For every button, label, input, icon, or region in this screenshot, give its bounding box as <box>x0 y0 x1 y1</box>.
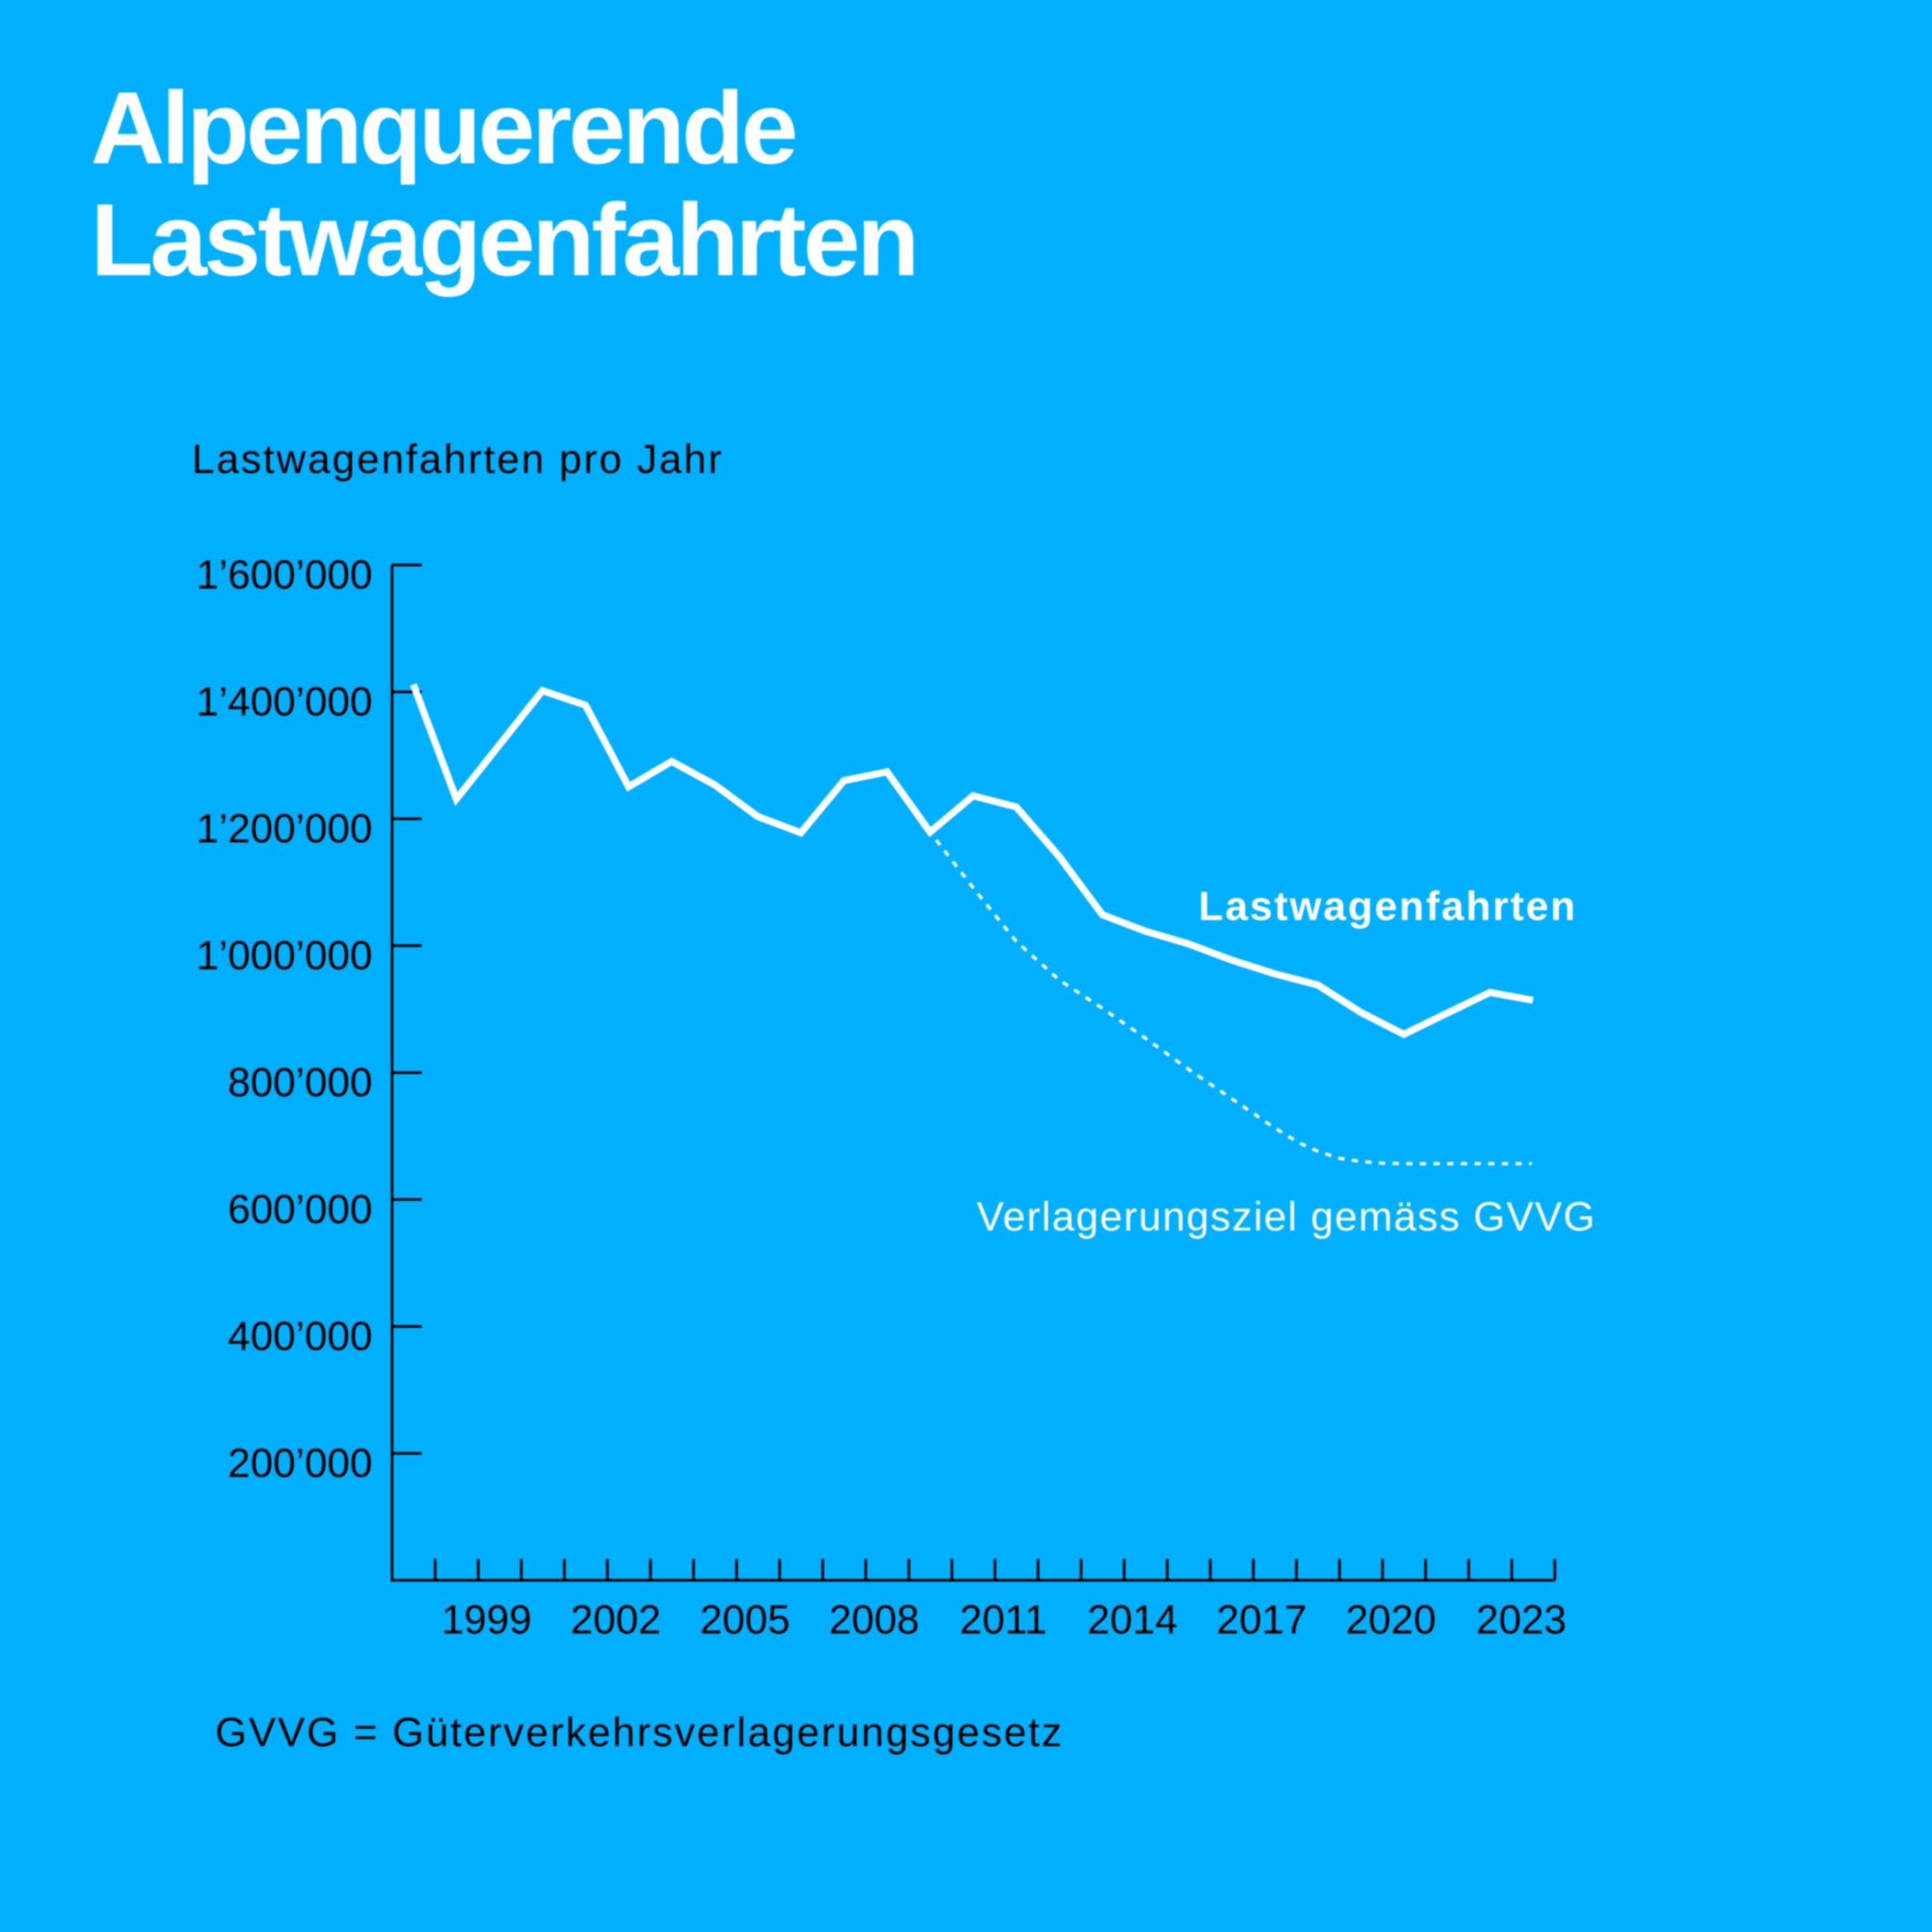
svg-text:2005: 2005 <box>700 1597 790 1642</box>
svg-text:Verlagerungsziel gemäss GVVG: Verlagerungsziel gemäss GVVG <box>977 1194 1596 1239</box>
svg-text:Lastwagenfahrten: Lastwagenfahrten <box>91 183 916 297</box>
svg-text:1999: 1999 <box>441 1597 532 1642</box>
svg-text:400’000: 400’000 <box>228 1313 372 1358</box>
svg-text:600’000: 600’000 <box>228 1187 372 1232</box>
svg-text:2011: 2011 <box>959 1597 1047 1642</box>
svg-text:2008: 2008 <box>829 1597 919 1642</box>
svg-text:2023: 2023 <box>1476 1597 1567 1642</box>
svg-text:1’000’000: 1’000’000 <box>196 933 372 978</box>
svg-text:2002: 2002 <box>570 1597 661 1642</box>
svg-text:2017: 2017 <box>1216 1597 1307 1642</box>
svg-text:Lastwagenfahrten: Lastwagenfahrten <box>1199 883 1577 929</box>
svg-text:2014: 2014 <box>1087 1597 1178 1642</box>
svg-text:1’200’000: 1’200’000 <box>196 805 372 851</box>
svg-text:200’000: 200’000 <box>228 1440 372 1486</box>
svg-text:Alpenquerende: Alpenquerende <box>91 71 795 185</box>
svg-text:1’600’000: 1’600’000 <box>196 552 372 597</box>
svg-text:2020: 2020 <box>1346 1597 1436 1642</box>
svg-text:Lastwagenfahrten pro Jahr: Lastwagenfahrten pro Jahr <box>192 436 724 482</box>
svg-text:800’000: 800’000 <box>228 1059 372 1105</box>
svg-text:GVVG = Güterverkehrsverlagerun: GVVG = Güterverkehrsverlagerungsgesetz <box>215 1709 1064 1755</box>
svg-text:1’400’000: 1’400’000 <box>196 679 372 724</box>
